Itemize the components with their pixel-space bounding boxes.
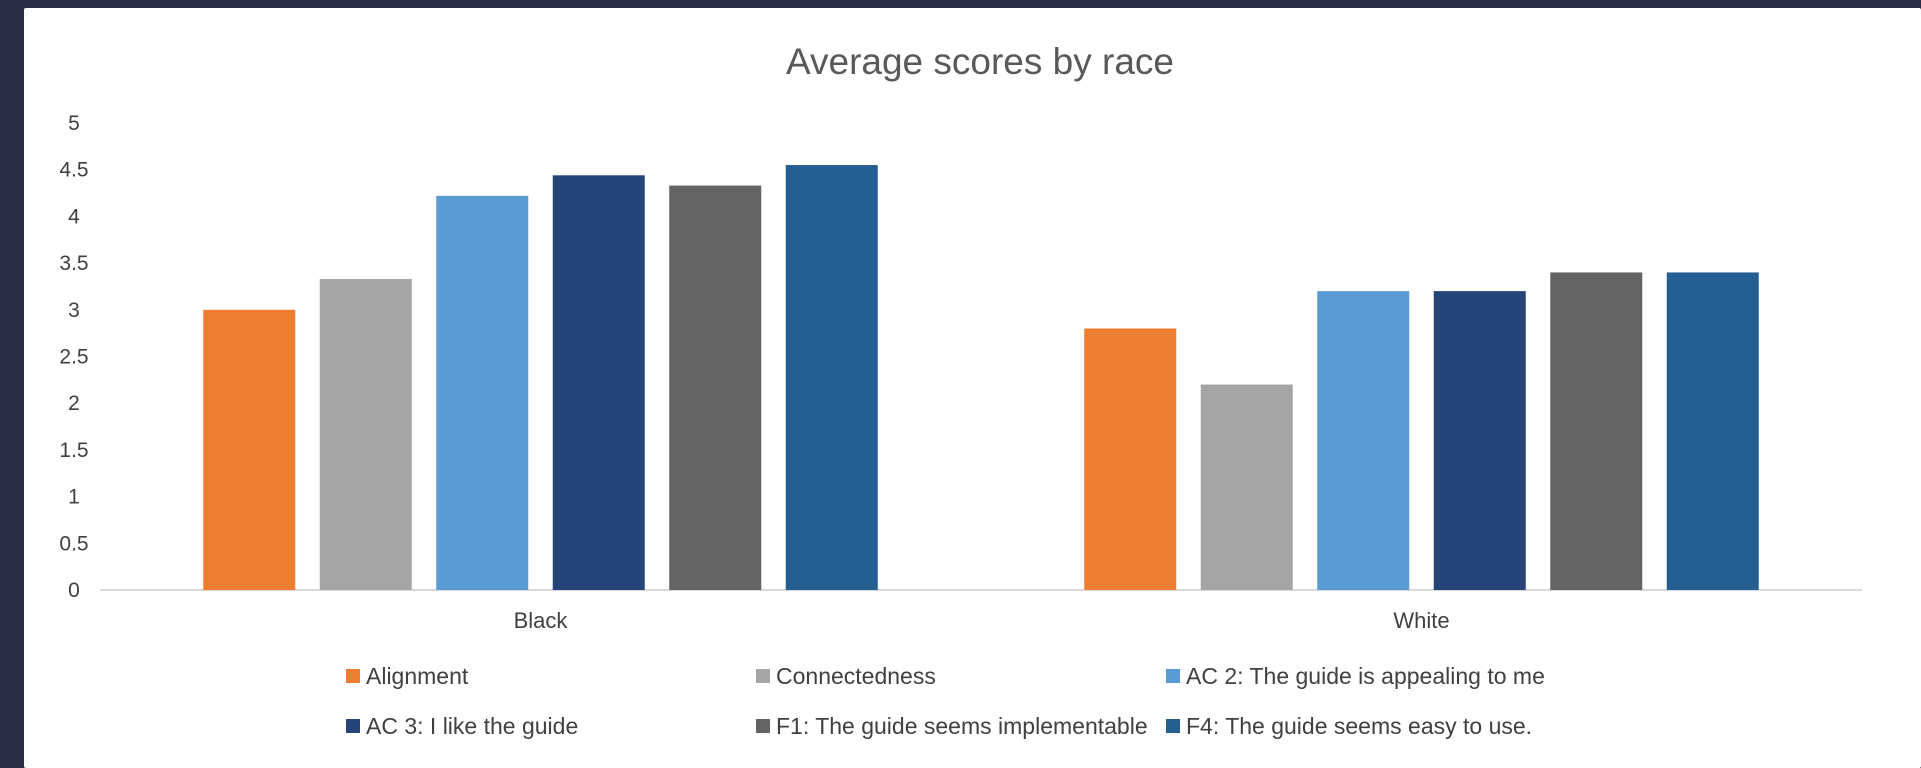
legend-swatch xyxy=(346,669,360,683)
y-tick-label: 4 xyxy=(68,205,80,228)
bars xyxy=(203,165,1759,591)
chart-panel: Average scores by race 0 0.5 1 1.5 2 2.5 3 3.5 4… xyxy=(24,8,1921,768)
bar-black-series-5 xyxy=(669,185,762,590)
bar-black-series-1 xyxy=(203,309,296,590)
y-tick-label: 0.5 xyxy=(59,532,88,555)
y-axis-ticks: 0 0.5 1 1.5 2 2.5 3 3.5 4 4.5 5 xyxy=(59,112,88,602)
legend-label: Connectedness xyxy=(776,663,936,689)
legend-label: AC 2: The guide is appealing to me xyxy=(1186,663,1545,689)
bar-white-series-6 xyxy=(1666,272,1759,590)
y-tick-label: 1 xyxy=(68,486,80,509)
bar-white-series-4 xyxy=(1433,291,1526,590)
legend-swatch xyxy=(756,719,770,733)
y-tick-label: 0 xyxy=(68,579,80,602)
chart-title: Average scores by race xyxy=(786,41,1174,82)
bar-white-series-1 xyxy=(1084,328,1177,590)
y-tick-label: 2.5 xyxy=(59,346,88,369)
legend-label: F4: The guide seems easy to use. xyxy=(1186,713,1532,739)
x-category-label: Black xyxy=(514,608,569,633)
legend-label: Alignment xyxy=(366,663,469,689)
bar-black-series-3 xyxy=(436,195,529,591)
bar-black-series-2 xyxy=(319,278,412,590)
legend-label: AC 3: I like the guide xyxy=(366,713,578,739)
y-tick-label: 3 xyxy=(68,299,80,322)
bar-white-series-3 xyxy=(1317,291,1410,590)
y-tick-label: 4.5 xyxy=(59,159,88,182)
bar-black-series-4 xyxy=(552,175,645,590)
bar-black-series-6 xyxy=(785,165,878,590)
x-category-label: White xyxy=(1393,608,1449,633)
legend-swatch xyxy=(1166,719,1180,733)
legend-swatch xyxy=(756,669,770,683)
legend-swatch xyxy=(1166,669,1180,683)
bar-chart: Average scores by race 0 0.5 1 1.5 2 2.5 3 3.5 4… xyxy=(59,41,1862,739)
y-tick-label: 3.5 xyxy=(59,252,88,275)
bar-white-series-5 xyxy=(1550,272,1643,590)
y-tick-label: 5 xyxy=(68,112,80,135)
y-tick-label: 2 xyxy=(68,392,80,415)
legend-swatch xyxy=(346,719,360,733)
legend-label: F1: The guide seems implementable xyxy=(776,713,1148,739)
bar-white-series-2 xyxy=(1200,384,1293,590)
legend: Alignment Connectedness AC 2: The guide is… xyxy=(346,663,1545,739)
y-tick-label: 1.5 xyxy=(59,439,88,462)
x-axis-categories: Black White xyxy=(514,608,1450,633)
